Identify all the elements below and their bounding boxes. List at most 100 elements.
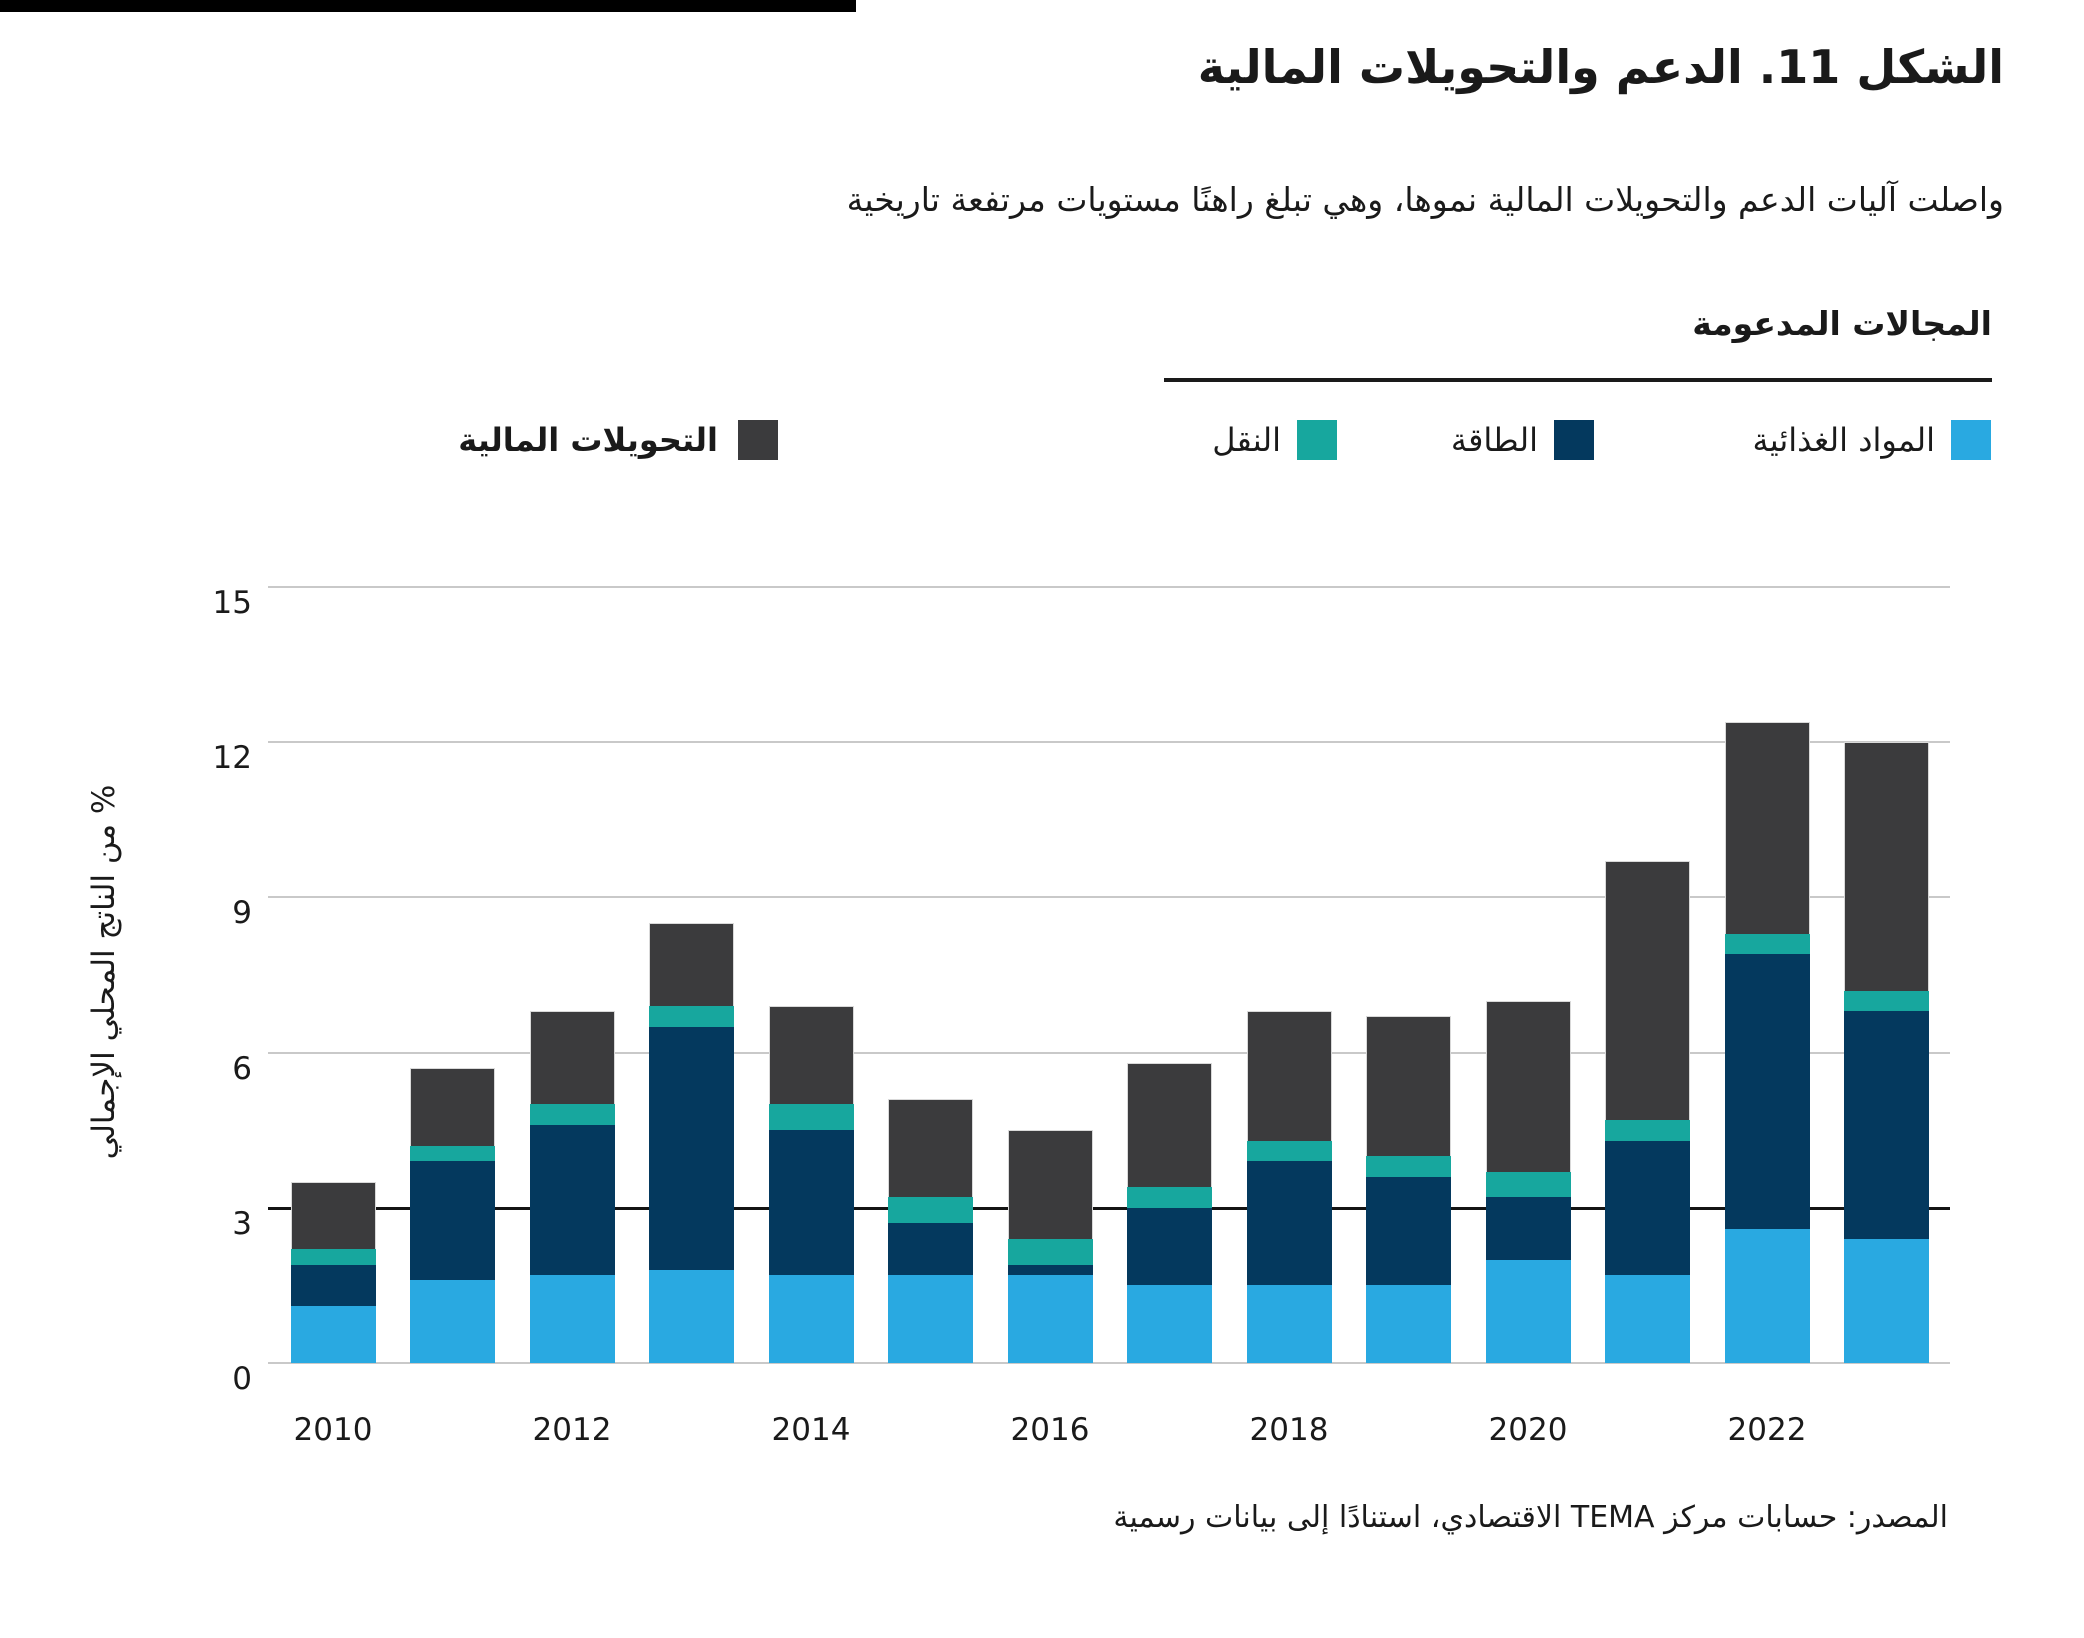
bar-2012-segment-energy [529, 1125, 615, 1276]
bar-2016-segment-food [1007, 1275, 1093, 1363]
bar-2020 [1485, 1000, 1571, 1363]
x-tick-label-2010: 2010 [293, 1412, 373, 1448]
bar-2013 [649, 923, 734, 1363]
bar-2018-segment-food [1246, 1285, 1332, 1363]
x-tick-label-2020: 2020 [1488, 1412, 1568, 1448]
bar-2011-segment-transfers [410, 1068, 495, 1146]
bar-2014-segment-food [768, 1275, 854, 1363]
source-note: المصدر: حسابات مركز TEMA الاقتصادي، استن… [1113, 1500, 1948, 1535]
bar-2018-segment-energy [1246, 1161, 1332, 1286]
bar-2013-segment-energy [649, 1026, 734, 1270]
gridline-y-3 [268, 1206, 1950, 1210]
gridline-y-15 [268, 586, 1950, 588]
gridline-y-6 [268, 1051, 1950, 1054]
legend-swatch-transfers [738, 420, 778, 460]
y-tick-label-15: 15 [212, 585, 252, 621]
bar-2022 [1724, 721, 1810, 1363]
bar-2015-segment-transfers [888, 1099, 973, 1198]
bar-2019-segment-food [1366, 1285, 1451, 1363]
bar-2016-segment-energy [1007, 1264, 1093, 1276]
bar-2015-segment-transport [888, 1197, 973, 1224]
bar-2014-segment-energy [768, 1130, 854, 1276]
legend-supported-header: المجالات المدعومة [1692, 304, 1992, 343]
gridline-y-12 [268, 741, 1950, 744]
bar-2017-segment-transfers [1127, 1062, 1212, 1188]
bar-2016 [1007, 1130, 1093, 1363]
bar-2022-segment-transfers [1724, 721, 1810, 934]
y-tick-label-6: 6 [232, 1050, 252, 1087]
bar-2016-segment-transport [1007, 1238, 1093, 1265]
bar-2010-segment-transport [290, 1249, 376, 1265]
legend-swatch-energy [1554, 420, 1594, 460]
gridline-y-0 [268, 1362, 1950, 1364]
y-tick-label-3: 3 [232, 1205, 252, 1242]
x-tick-label-2022: 2022 [1727, 1412, 1807, 1448]
bar-2010 [290, 1181, 376, 1363]
bar-2019-segment-transport [1366, 1156, 1451, 1177]
bar-2021-segment-transport [1605, 1119, 1690, 1141]
bar-2020-segment-energy [1485, 1197, 1571, 1260]
figure-title: الشكل 11. الدعم والتحويلات المالية [1197, 40, 2004, 94]
bar-2023-segment-transport [1844, 990, 1929, 1012]
bar-2011 [410, 1068, 495, 1363]
legend-swatch-food [1951, 420, 1991, 460]
legend-label-food: المواد الغذائية [1752, 421, 1935, 459]
legend-swatch-transport [1297, 420, 1337, 460]
bar-2019-segment-energy [1366, 1176, 1451, 1286]
bar-2013-segment-transfers [649, 923, 734, 1007]
bar-2010-segment-food [290, 1306, 376, 1363]
bar-2019-segment-transfers [1366, 1016, 1451, 1157]
legend-label-transfers: التحويلات المالية [458, 421, 718, 459]
bar-2018-segment-transport [1246, 1140, 1332, 1162]
y-tick-label-12: 12 [212, 740, 252, 777]
bar-2010-segment-transfers [290, 1181, 376, 1250]
bar-2015-segment-energy [888, 1223, 973, 1276]
bar-2015 [888, 1099, 973, 1363]
bar-2013-segment-transport [649, 1006, 734, 1027]
bar-2021 [1605, 861, 1690, 1363]
bar-2015-segment-food [888, 1275, 973, 1363]
bar-2021-segment-food [1605, 1275, 1690, 1363]
legend-underline [1164, 378, 1992, 382]
bar-2012-segment-transfers [529, 1011, 615, 1105]
bar-2016-segment-transfers [1007, 1130, 1093, 1239]
bar-2011-segment-energy [410, 1161, 495, 1281]
bar-2012 [529, 1011, 615, 1363]
bar-2017-segment-transport [1127, 1187, 1212, 1208]
bar-2023-segment-food [1844, 1238, 1929, 1363]
x-tick-label-2018: 2018 [1249, 1412, 1329, 1448]
bar-2014-segment-transfers [768, 1006, 854, 1105]
bar-2020-segment-transport [1485, 1171, 1571, 1198]
bar-2019 [1366, 1016, 1451, 1363]
bar-2017-segment-energy [1127, 1207, 1212, 1286]
y-tick-label-9: 9 [232, 895, 252, 932]
bar-2012-segment-food [529, 1275, 615, 1363]
x-tick-label-2012: 2012 [532, 1412, 612, 1448]
bar-2018 [1246, 1011, 1332, 1363]
bar-2018-segment-transfers [1246, 1011, 1332, 1141]
bar-2021-segment-transfers [1605, 861, 1690, 1120]
bar-2012-segment-transport [529, 1104, 615, 1126]
x-tick-label-2016: 2016 [1010, 1412, 1090, 1448]
bar-2011-segment-food [410, 1280, 495, 1363]
bar-2013-segment-food [649, 1269, 734, 1363]
bar-2022-segment-energy [1724, 954, 1810, 1229]
legend-label-energy: الطاقة [1450, 421, 1538, 459]
bar-2011-segment-transport [410, 1145, 495, 1162]
y-tick-label-0: 0 [232, 1361, 252, 1397]
figure-subtitle: واصلت آليات الدعم والتحويلات المالية نمو… [846, 180, 2004, 219]
top-rule [0, 0, 856, 12]
bar-2017 [1127, 1062, 1212, 1363]
bar-2022-segment-transport [1724, 933, 1810, 955]
bar-2022-segment-food [1724, 1228, 1810, 1363]
bar-2023-segment-transfers [1844, 742, 1929, 991]
bar-2017-segment-food [1127, 1285, 1212, 1363]
gridline-y-9 [268, 896, 1950, 899]
bar-2021-segment-energy [1605, 1140, 1690, 1276]
bar-2014 [768, 1006, 854, 1363]
legend-label-transport: النقل [1212, 421, 1281, 459]
x-tick-label-2014: 2014 [771, 1412, 851, 1448]
bar-2014-segment-transport [768, 1104, 854, 1131]
